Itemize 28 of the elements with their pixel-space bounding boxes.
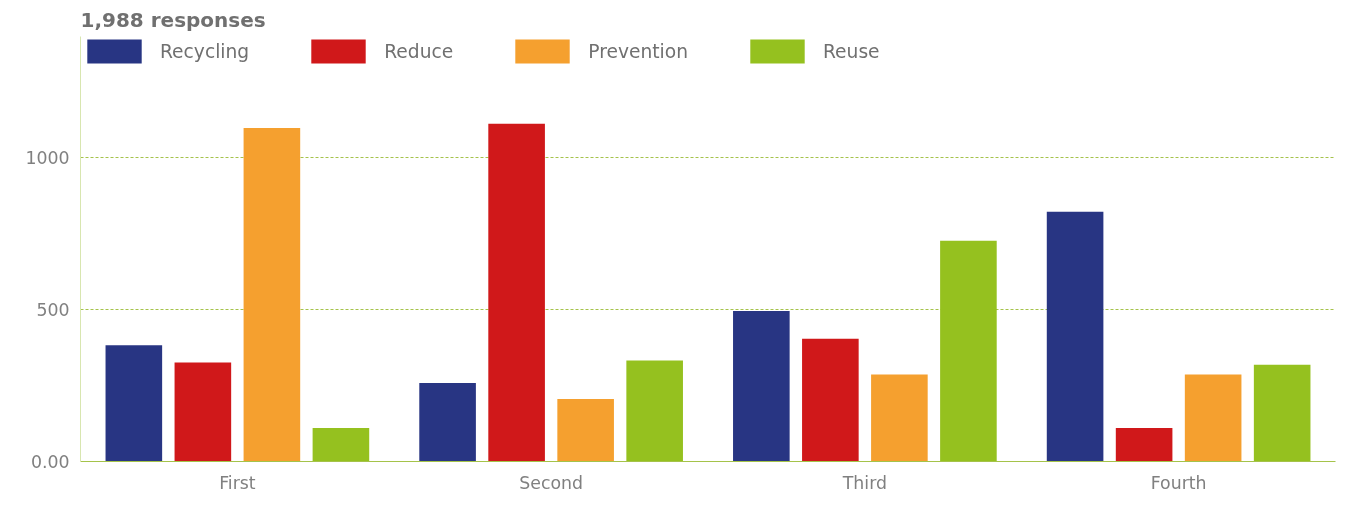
legend-label: Reuse bbox=[822, 40, 880, 62]
x-tick-label: Second bbox=[519, 472, 584, 493]
bar bbox=[174, 362, 232, 462]
bar bbox=[557, 398, 614, 462]
x-tick-label: Third bbox=[841, 472, 887, 493]
chart-title: 1,988 responses bbox=[80, 7, 266, 32]
bar bbox=[871, 374, 928, 462]
bar bbox=[243, 127, 301, 462]
bar bbox=[940, 240, 997, 462]
bar bbox=[733, 310, 790, 462]
legend-label: Prevention bbox=[588, 40, 688, 62]
bar bbox=[1115, 428, 1173, 462]
bar bbox=[1253, 364, 1311, 462]
x-tick-label: First bbox=[219, 472, 256, 493]
bar bbox=[105, 345, 163, 462]
bar bbox=[488, 123, 545, 462]
bar bbox=[626, 360, 683, 462]
y-tick-label: 0.00 bbox=[30, 452, 70, 472]
legend-label: Reduce bbox=[384, 40, 454, 62]
bar bbox=[419, 382, 476, 462]
x-tick-label: Fourth bbox=[1150, 472, 1207, 493]
legend-label: Recycling bbox=[160, 40, 250, 62]
bar bbox=[1184, 374, 1242, 462]
y-tick-label: 1000 bbox=[25, 148, 70, 169]
bar bbox=[802, 338, 859, 462]
bar bbox=[312, 428, 370, 462]
y-tick-label: 500 bbox=[36, 300, 70, 321]
bar bbox=[1046, 211, 1104, 462]
